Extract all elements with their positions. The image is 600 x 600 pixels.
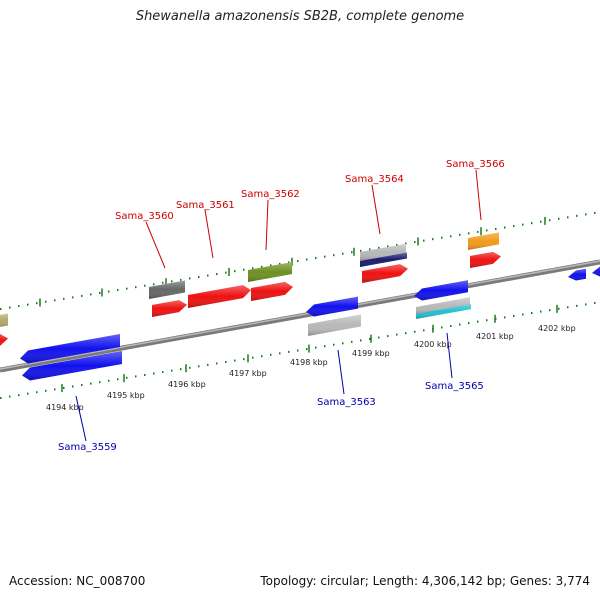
gene-label-sama-3564[interactable]: Sama_3564 [345,174,404,185]
gene-sama-3559-a[interactable] [20,334,120,364]
gene-blue-edge-b[interactable] [592,265,600,277]
tick-label-4198: 4198 kbp [290,358,328,367]
accession-text: Accession: NC_008700 [9,574,146,588]
gene-label-sama-3566[interactable]: Sama_3566 [446,159,505,170]
tick-label-4202: 4202 kbp [538,324,576,333]
gene-label-sama-3563[interactable]: Sama_3563 [317,397,376,408]
gene-sama-3562-a[interactable] [248,262,292,282]
callout-line-sama-3564 [371,184,381,235]
tick-label-4200: 4200 kbp [414,340,452,349]
gene-sama-3566-a[interactable] [468,232,499,250]
callout-line-sama-3561 [204,209,214,259]
callout-line-sama-3563 [337,349,345,395]
tick-label-4196: 4196 kbp [168,380,206,389]
gene-label-sama-3562[interactable]: Sama_3562 [241,189,300,200]
gene-sama-3563-a[interactable] [306,296,358,317]
gene-sama-3564-c[interactable] [362,264,408,283]
gene-label-sama-3565[interactable]: Sama_3565 [425,381,484,392]
callout-line-sama-3565 [446,332,453,379]
page-title: Shewanella amazonensis SB2B, complete ge… [135,9,465,24]
tick-label-4195: 4195 kbp [107,391,145,400]
gene-sama-3560-a[interactable] [149,280,185,299]
gene-khaki-edge[interactable] [0,313,8,328]
callout-line-sama-3562 [265,199,269,251]
genome-backbone [0,259,600,373]
gene-label-sama-3559[interactable]: Sama_3559 [58,442,117,453]
gene-sama-3563-b[interactable] [308,314,361,336]
tick-label-4197: 4197 kbp [229,369,267,378]
gene-label-sama-3560[interactable]: Sama_3560 [115,211,174,222]
gene-blue-edge-a[interactable] [568,268,586,281]
tick-label-4199: 4199 kbp [352,349,390,358]
gene-sama-3562-b[interactable] [251,281,293,301]
gene-sama-3559-b[interactable] [22,351,122,381]
gene-sama-3564-b[interactable] [360,252,407,267]
reverse-tick-track [0,301,596,399]
forward-tick-track [0,211,596,310]
gene-red-edge[interactable] [0,333,8,347]
gene-sama-3561[interactable] [188,285,251,308]
tick-label-4194: 4194 kbp [46,403,84,412]
callout-line-sama-3559 [75,395,87,442]
genome-stats-text: Topology: circular; Length: 4,306,142 bp… [260,574,590,588]
gene-sama-3566-b[interactable] [470,251,501,268]
gene-sama-3564-a[interactable] [360,243,406,261]
callout-line-sama-3566 [475,169,482,221]
gene-label-sama-3561[interactable]: Sama_3561 [176,200,235,211]
gene-sama-3565-b[interactable] [416,297,470,315]
gene-sama-3560-b[interactable] [152,300,187,317]
gene-sama-3565-c[interactable] [416,304,471,319]
gene-sama-3565-a[interactable] [414,280,468,301]
tick-label-4201: 4201 kbp [476,332,514,341]
callout-line-sama-3560 [145,221,166,269]
